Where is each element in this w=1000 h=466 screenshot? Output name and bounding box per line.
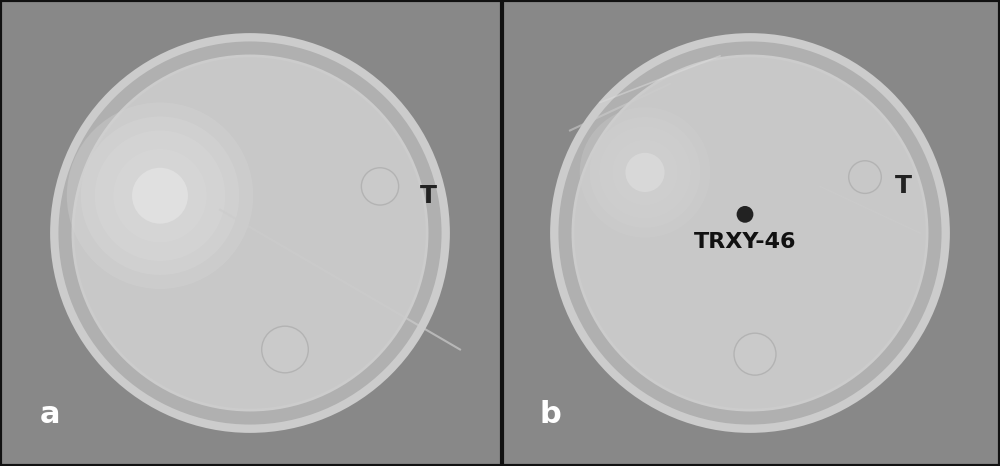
Ellipse shape <box>734 333 776 375</box>
Ellipse shape <box>599 127 691 218</box>
Ellipse shape <box>54 37 446 429</box>
Ellipse shape <box>590 117 700 228</box>
Ellipse shape <box>95 130 225 261</box>
Text: TRXY-46: TRXY-46 <box>694 232 796 252</box>
Text: a: a <box>40 400 60 429</box>
Ellipse shape <box>67 103 253 289</box>
Ellipse shape <box>81 116 239 275</box>
Ellipse shape <box>554 37 946 429</box>
Ellipse shape <box>113 149 207 242</box>
Text: T: T <box>420 184 437 208</box>
Ellipse shape <box>625 153 665 192</box>
Ellipse shape <box>73 56 427 410</box>
Ellipse shape <box>132 168 188 224</box>
Text: T: T <box>895 174 912 199</box>
Ellipse shape <box>737 206 753 223</box>
Ellipse shape <box>262 326 308 373</box>
Ellipse shape <box>612 140 678 205</box>
Text: b: b <box>540 400 562 429</box>
Ellipse shape <box>849 161 881 193</box>
Ellipse shape <box>361 168 399 205</box>
Ellipse shape <box>580 107 710 238</box>
Ellipse shape <box>573 56 927 410</box>
